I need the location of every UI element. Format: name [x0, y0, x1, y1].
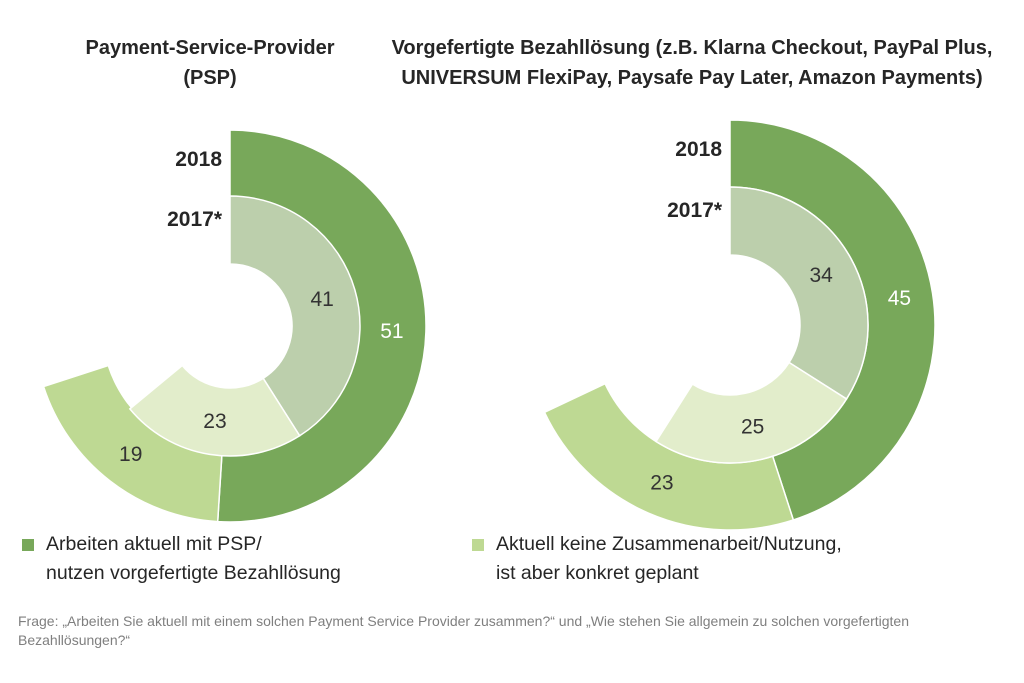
legend-label-current: Arbeiten aktuell mit PSP/ nutzen vorgefe… — [46, 533, 341, 584]
donut-chart-psp: 51 19 2018 41 23 2017* — [42, 129, 427, 523]
vorgefertigt-2017-current-value-label: 34 — [809, 264, 833, 287]
psp-year-label-2018: 2018 — [175, 148, 222, 171]
chart-title-vorgefertigt: Vorgefertigte Bezahllösung (z.B. Klarna … — [391, 37, 993, 89]
psp-2017-planned-segment — [128, 364, 301, 457]
psp-2017-planned-value-label: 23 — [203, 410, 226, 433]
vorgefertigt-2017-planned-segment — [655, 361, 848, 464]
legend-swatch-current — [22, 539, 34, 551]
vorgefertigt-2017-planned-value-label: 25 — [741, 415, 764, 438]
psp-2017-current-value-label: 41 — [311, 288, 334, 311]
legend-item-planned: Aktuell keine Zusammenarbeit/Nutzung, is… — [472, 530, 842, 588]
vorgefertigt-2017-current-segment — [729, 186, 869, 400]
footnote: Frage: „Arbeiten Sie aktuell mit einem s… — [18, 613, 909, 648]
legend-label-planned: Aktuell keine Zusammenarbeit/Nutzung, is… — [496, 533, 842, 584]
chart-title-psp: Payment-Service-Provider (PSP) — [85, 37, 335, 89]
legend-item-current: Arbeiten aktuell mit PSP/ nutzen vorgefe… — [22, 530, 341, 588]
psp-year-label-2017: 2017* — [167, 208, 223, 231]
vorgefertigt-year-label-2017: 2017* — [667, 199, 723, 222]
vorgefertigt-year-label-2018: 2018 — [675, 138, 722, 161]
vorgefertigt-2018-planned-value-label: 23 — [650, 471, 673, 494]
legend-swatch-planned — [472, 539, 484, 551]
vorgefertigt-2018-current-value-label: 45 — [888, 287, 911, 310]
psp-2018-current-value-label: 51 — [380, 320, 403, 343]
donut-chart-vorgefertigt: 45 23 2018 34 25 2017* — [543, 119, 936, 531]
psp-2018-planned-value-label: 19 — [119, 443, 142, 466]
psp-2017-current-segment — [229, 195, 361, 437]
